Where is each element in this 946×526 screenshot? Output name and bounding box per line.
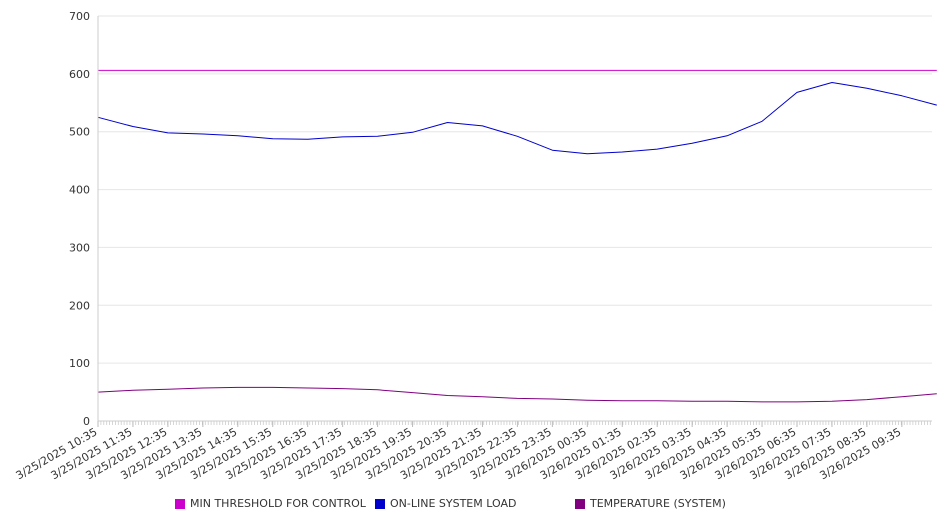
- legend-swatch-temperature: [575, 498, 585, 509]
- legend-swatch-min-threshold: [175, 498, 185, 509]
- y-tick-label-400: 400: [69, 184, 90, 197]
- y-tick-label-600: 600: [69, 68, 90, 81]
- legend-item-temperature: TEMPERATURE (SYSTEM): [575, 497, 726, 510]
- legend-item-min-threshold: MIN THRESHOLD FOR CONTROL: [175, 497, 366, 510]
- grid-lines: [98, 15, 932, 422]
- series-line-1: [97, 82, 937, 155]
- legend-label-system-load: ON-LINE SYSTEM LOAD: [390, 497, 517, 510]
- series-lines: [97, 69, 937, 403]
- y-tick-label-300: 300: [69, 241, 90, 254]
- y-tick-label-0: 0: [83, 415, 90, 428]
- legend-item-system-load: ON-LINE SYSTEM LOAD: [375, 497, 516, 510]
- series-line-2: [97, 386, 937, 403]
- y-tick-label-200: 200: [69, 299, 90, 312]
- y-tick-label-500: 500: [69, 126, 90, 139]
- legend-swatch-system-load: [375, 498, 385, 509]
- legend-label-min-threshold: MIN THRESHOLD FOR CONTROL: [190, 497, 366, 510]
- y-tick-label-700: 700: [69, 10, 90, 23]
- legend: MIN THRESHOLD FOR CONTROL ON-LINE SYSTEM…: [0, 497, 946, 517]
- y-tick-label-100: 100: [69, 357, 90, 370]
- x-axis-ticks: 3/25/2025 10:353/25/2025 11:353/25/2025 …: [14, 421, 931, 482]
- legend-label-temperature: TEMPERATURE (SYSTEM): [590, 497, 726, 510]
- y-axis-ticks: 0 100 200 300 400 500 600 700: [69, 10, 90, 428]
